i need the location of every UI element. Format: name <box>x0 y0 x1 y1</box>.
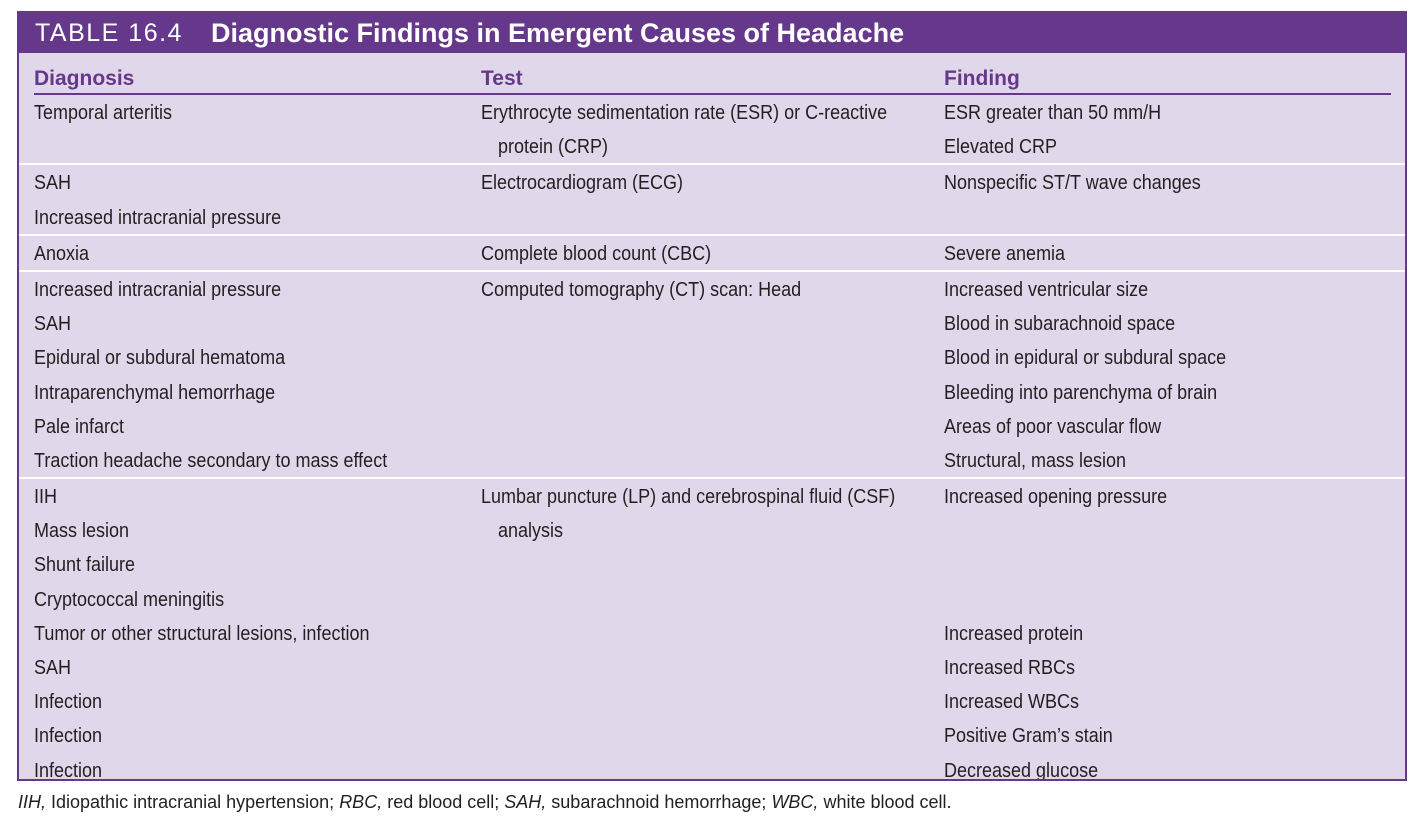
footnote-definition: white blood cell. <box>818 792 952 812</box>
header-finding: Finding <box>944 67 1020 90</box>
table-line: Temporal arteritis Erythrocyte sedimentat… <box>19 95 1405 129</box>
table-line: Infection Positive Gram’s stain <box>19 718 1405 752</box>
finding-cell: Nonspecific ST/T wave changes <box>944 172 1201 195</box>
finding-cell: Elevated CRP <box>944 136 1058 159</box>
table-container: TABLE 16.4 Diagnostic Findings in Emerge… <box>17 11 1407 781</box>
diagnosis-cell: Intraparenchymal hemorrhage <box>34 381 276 404</box>
table-line: Traction headache secondary to mass effe… <box>19 443 1405 477</box>
diagnosis-cell: Traction headache secondary to mass effe… <box>34 449 388 472</box>
finding-cell: Increased opening pressure <box>944 486 1168 509</box>
finding-cell: Blood in epidural or subdural space <box>944 347 1227 370</box>
footnote-abbreviation: SAH, <box>504 792 547 812</box>
diagnosis-cell: SAH <box>34 313 72 336</box>
table-line: SAH Increased RBCs <box>19 650 1405 684</box>
finding-cell: Blood in subarachnoid space <box>944 313 1176 336</box>
header-diagnosis: Diagnosis <box>34 67 135 90</box>
footnote-definition: red blood cell; <box>382 792 505 812</box>
diagnosis-cell: SAH <box>34 172 72 195</box>
table-line: Increased intracranial pressure <box>19 200 1405 234</box>
table-footnote: IIH, Idiopathic intracranial hypertensio… <box>18 792 952 813</box>
diagnosis-cell: IIH <box>34 486 58 509</box>
table-line: SAH Blood in subarachnoid space <box>19 306 1405 340</box>
footnote-definition: Idiopathic intracranial hypertension; <box>46 792 340 812</box>
table-line: Epidural or subdural hematoma Blood in ep… <box>19 340 1405 374</box>
finding-cell: ESR greater than 50 mm/H <box>944 102 1162 124</box>
diagnosis-cell: Infection <box>34 759 103 781</box>
test-cell: Electrocardiogram (ECG) <box>481 172 684 195</box>
footnote-abbreviation: WBC, <box>771 792 819 812</box>
test-cell: protein (CRP) <box>498 136 609 159</box>
table-row: SAH Electrocardiogram (ECG) Nonspecific ST… <box>19 163 1405 233</box>
table-line: IIH Lumbar puncture (LP) and cerebrospina… <box>19 479 1405 513</box>
diagnosis-cell: Increased intracranial pressure <box>34 206 282 229</box>
table-line: Increased intracranial pressure Computed … <box>19 272 1405 306</box>
test-cell: analysis <box>498 520 564 543</box>
table-line: Infection Decreased glucose <box>19 753 1405 781</box>
diagnosis-cell: Anoxia <box>34 242 90 265</box>
table-title: Diagnostic Findings in Emergent Causes o… <box>210 17 905 48</box>
diagnosis-cell: Infection <box>34 691 103 714</box>
diagnosis-cell: Shunt failure <box>34 554 136 577</box>
finding-cell: Increased WBCs <box>944 691 1080 714</box>
test-cell: Complete blood count (CBC) <box>481 242 712 265</box>
diagnosis-cell: Increased intracranial pressure <box>34 278 282 301</box>
diagnosis-cell: Infection <box>34 725 103 748</box>
table-title-bar: TABLE 16.4 Diagnostic Findings in Emerge… <box>19 13 1405 53</box>
header-test: Test <box>481 67 523 90</box>
diagnosis-cell: Tumor or other structural lesions, infec… <box>34 622 370 645</box>
table-body: Temporal arteritis Erythrocyte sedimentat… <box>19 95 1405 781</box>
footnote-abbreviation: RBC, <box>339 792 383 812</box>
test-cell: Lumbar puncture (LP) and cerebrospinal f… <box>481 486 896 509</box>
diagnosis-cell: Temporal arteritis <box>34 102 173 124</box>
finding-cell: Structural, mass lesion <box>944 449 1127 472</box>
table-line: Mass lesion analysis <box>19 513 1405 547</box>
test-cell: Computed tomography (CT) scan: Head <box>481 278 802 301</box>
table-line: Cryptococcal meningitis <box>19 582 1405 616</box>
diagnosis-cell: Pale infarct <box>34 415 125 438</box>
diagnosis-cell: Cryptococcal meningitis <box>34 588 225 611</box>
table-row: Increased intracranial pressure Computed … <box>19 269 1405 477</box>
diagnosis-cell: SAH <box>34 657 72 679</box>
finding-cell: Increased RBCs <box>944 657 1076 679</box>
table-row: Anoxia Complete blood count (CBC) Severe a… <box>19 233 1405 270</box>
table-line: SAH Electrocardiogram (ECG) Nonspecific ST… <box>19 165 1405 199</box>
table-row: IIH Lumbar puncture (LP) and cerebrospina… <box>19 477 1405 781</box>
table-line: Shunt failure <box>19 547 1405 581</box>
footnote-definition: subarachnoid hemorrhage; <box>546 792 772 812</box>
table-line: Intraparenchymal hemorrhage Bleeding into… <box>19 375 1405 409</box>
table-label: TABLE 16.4 <box>35 18 183 47</box>
finding-cell: Severe anemia <box>944 242 1066 265</box>
finding-cell: Bleeding into parenchyma of brain <box>944 381 1218 404</box>
table-line: Infection Increased WBCs <box>19 684 1405 718</box>
table-line: Anoxia Complete blood count (CBC) Severe a… <box>19 236 1405 270</box>
test-cell: Erythrocyte sedimentation rate (ESR) or … <box>481 102 888 124</box>
table-line: Pale infarct Areas of poor vascular flow <box>19 409 1405 443</box>
finding-cell: Areas of poor vascular flow <box>944 415 1162 438</box>
finding-cell: Increased protein <box>944 622 1084 645</box>
table-line: Tumor or other structural lesions, infec… <box>19 616 1405 650</box>
table-row: Temporal arteritis Erythrocyte sedimentat… <box>19 95 1405 163</box>
diagnosis-cell: Mass lesion <box>34 520 130 543</box>
finding-cell: Decreased glucose <box>944 759 1099 781</box>
footnote-abbreviation: IIH, <box>18 792 47 812</box>
column-header-row: Diagnosis Test Finding <box>19 53 1405 95</box>
finding-cell: Positive Gram’s stain <box>944 725 1113 748</box>
table-line: protein (CRP) Elevated CRP <box>19 129 1405 163</box>
diagnosis-cell: Epidural or subdural hematoma <box>34 347 286 370</box>
finding-cell: Increased ventricular size <box>944 278 1149 301</box>
